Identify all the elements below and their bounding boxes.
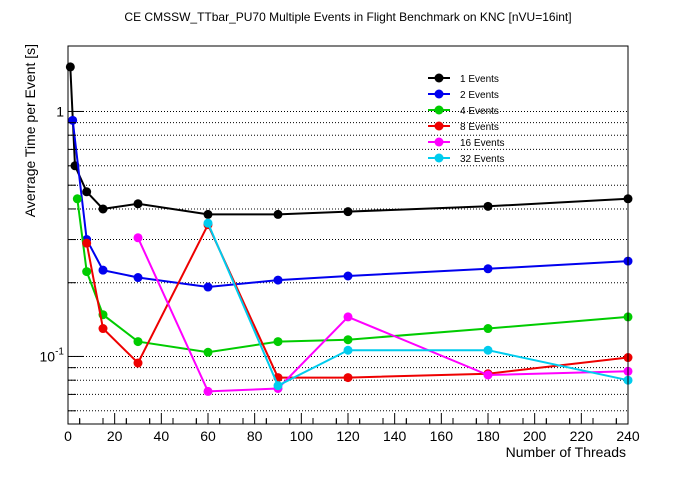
y-tick-label: 1 <box>56 103 64 119</box>
data-point <box>483 370 493 380</box>
data-point <box>133 233 143 243</box>
data-point <box>483 324 493 334</box>
legend-label: 2 Events <box>460 90 499 101</box>
data-point <box>273 337 283 347</box>
data-point <box>98 324 108 334</box>
x-tick-label: 120 <box>336 428 360 444</box>
legend-label: 8 Events <box>460 122 499 133</box>
legend-entry: 16 Events <box>428 137 504 149</box>
axis-layer: 0 20 40 60 80 100 120 140 160 180 200 220 240 1 10-1 <box>40 103 640 444</box>
data-point <box>203 209 213 219</box>
y-tick-label: 10-1 <box>40 346 65 364</box>
legend: 1 Events 2 Events 4 Events 8 Events 16 Event… <box>428 73 504 165</box>
data-point <box>203 282 213 292</box>
data-point <box>203 347 213 357</box>
x-tick-label: 80 <box>247 428 263 444</box>
legend-entry: 4 Events <box>428 105 499 117</box>
legend-label: 32 Events <box>460 154 504 165</box>
legend-marker <box>434 105 444 115</box>
legend-label: 16 Events <box>460 138 504 149</box>
data-point <box>203 386 213 396</box>
x-axis-label: Number of Threads <box>506 444 626 460</box>
data-point <box>343 312 353 322</box>
series-5 <box>133 233 633 396</box>
data-point <box>343 207 353 217</box>
data-point <box>343 373 353 383</box>
data-point <box>273 275 283 285</box>
data-point <box>343 271 353 281</box>
x-tick-label: 20 <box>107 428 123 444</box>
legend-entry: 1 Events <box>428 73 499 85</box>
y-axis-label: Averrage Time per Event [s] <box>22 44 38 217</box>
x-tick-label: 240 <box>616 428 640 444</box>
series-line <box>137 237 629 393</box>
data-point <box>273 209 283 219</box>
data-point <box>133 337 143 347</box>
data-point <box>98 204 108 214</box>
legend-marker <box>434 121 444 131</box>
series-line <box>69 66 629 216</box>
x-tick-label: 180 <box>476 428 500 444</box>
data-point <box>65 62 75 72</box>
data-point <box>98 265 108 275</box>
legend-marker <box>434 73 444 83</box>
series-2 <box>68 115 633 292</box>
data-point <box>203 218 213 228</box>
x-tick-label: 60 <box>200 428 216 444</box>
x-tick-label: 160 <box>430 428 454 444</box>
data-point <box>483 264 493 274</box>
data-point <box>273 381 283 391</box>
chart-title: CE CMSSW_TTbar_PU70 Multiple Events in F… <box>124 10 571 24</box>
x-tick-label: 200 <box>523 428 547 444</box>
series-line <box>85 222 629 379</box>
data-point <box>343 335 353 345</box>
data-point <box>343 345 353 355</box>
data-point <box>483 201 493 211</box>
data-point <box>133 273 143 283</box>
data-point <box>68 115 78 125</box>
legend-entry: 32 Events <box>428 153 504 165</box>
data-point <box>82 238 92 248</box>
x-tick-label: 0 <box>64 428 72 444</box>
x-tick-label: 40 <box>154 428 170 444</box>
x-tick-label: 140 <box>383 428 407 444</box>
x-tick-label: 220 <box>570 428 594 444</box>
series-layer <box>65 62 633 396</box>
data-point <box>82 187 92 197</box>
series-3 <box>72 194 633 357</box>
data-point <box>483 345 493 355</box>
legend-marker <box>434 153 444 163</box>
data-point <box>133 199 143 209</box>
legend-label: 4 Events <box>460 106 499 117</box>
data-point <box>82 267 92 277</box>
legend-entry: 8 Events <box>428 121 499 133</box>
x-tick-label: 100 <box>290 428 314 444</box>
data-point <box>72 194 82 204</box>
data-point <box>133 358 143 368</box>
series-1 <box>65 62 633 219</box>
legend-entry: 2 Events <box>428 89 499 101</box>
legend-label: 1 Events <box>460 74 499 85</box>
legend-marker <box>434 137 444 147</box>
legend-marker <box>434 89 444 99</box>
